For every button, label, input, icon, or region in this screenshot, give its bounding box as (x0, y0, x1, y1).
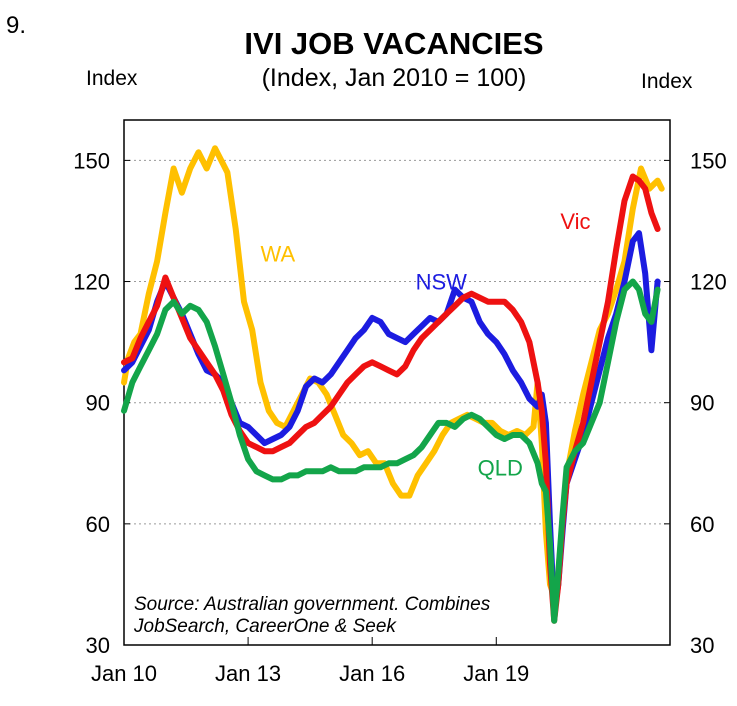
y-tick-label-right: 120 (690, 270, 727, 295)
y-tick-label-right: 150 (690, 148, 727, 173)
y-tick-label-right: 30 (690, 633, 714, 658)
y-tick-label-right: 90 (690, 391, 714, 416)
figure-number: 9. (6, 12, 26, 39)
plot-area (123, 119, 671, 646)
x-tick-label: Jan 10 (91, 661, 157, 686)
right-axis-label: Index (641, 70, 693, 93)
x-tick-label: Jan 16 (339, 661, 405, 686)
chart-subtitle: (Index, Jan 2010 = 100) (262, 64, 527, 92)
series-label-vic: Vic (560, 209, 590, 234)
series-label-wa: WA (261, 241, 296, 266)
series-line-qld (121, 278, 661, 624)
series-line-vic (121, 173, 661, 624)
chart-title: IVI JOB VACANCIES (244, 26, 543, 61)
x-tick-label: Jan 19 (463, 661, 529, 686)
source-note-line-2: JobSearch, CareerOne & Seek (133, 616, 397, 637)
y-tick-label-left: 150 (73, 148, 110, 173)
y-tick-label-left: 120 (73, 270, 110, 295)
y-tick-label-right: 60 (690, 512, 714, 537)
y-tick-label-left: 90 (86, 391, 110, 416)
y-tick-label-left: 30 (86, 633, 110, 658)
y-tick-label-left: 60 (86, 512, 110, 537)
left-axis-label: Index (86, 67, 138, 90)
series-label-nsw: NSW (416, 270, 468, 295)
series-label-qld: QLD (478, 455, 523, 480)
source-note-line-1: Source: Australian government. Combines (134, 594, 491, 615)
x-tick-label: Jan 13 (215, 661, 281, 686)
